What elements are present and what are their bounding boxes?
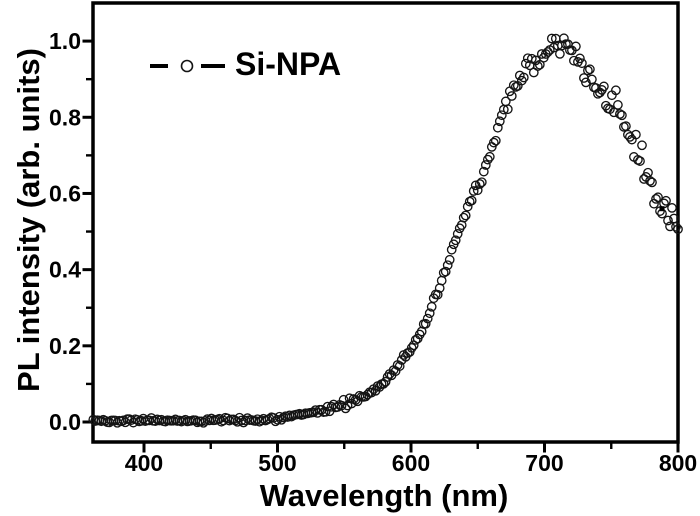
x-axis-title: Wavelength (nm) <box>260 478 509 513</box>
data-point-marker <box>476 177 487 188</box>
data-point-marker <box>436 275 447 286</box>
data-point-marker <box>599 81 609 92</box>
x-axis-ticks <box>142 442 680 453</box>
data-point-marker <box>474 179 485 189</box>
data-point-marker <box>484 151 495 162</box>
si-npa-series <box>88 33 683 428</box>
data-point-marker <box>583 65 593 76</box>
y-tick-label: 0.2 <box>49 333 81 359</box>
data-point-marker <box>532 61 543 71</box>
y-axis-title: PL intensity (arb. units) <box>11 48 46 392</box>
data-point-marker <box>490 135 501 146</box>
data-point-marker <box>406 343 417 353</box>
y-tick-label: 0.0 <box>49 409 81 435</box>
data-point-marker <box>458 212 469 223</box>
data-point-marker <box>663 215 673 226</box>
data-point-marker <box>671 221 681 232</box>
data-point-marker <box>631 129 641 140</box>
data-point-marker <box>635 156 645 166</box>
data-point-marker <box>494 116 505 127</box>
data-point-marker <box>432 289 443 300</box>
x-tick-label: 500 <box>258 450 296 476</box>
data-point-marker <box>546 33 557 44</box>
data-point-marker <box>502 104 513 115</box>
data-point-marker <box>478 166 489 177</box>
data-point-marker <box>440 266 451 277</box>
data-point-marker <box>422 313 433 324</box>
outlier-filled-marker <box>659 206 665 212</box>
data-point-marker <box>585 64 595 75</box>
data-point-marker <box>557 40 567 51</box>
y-axis-ticks <box>82 39 93 424</box>
data-point-marker <box>575 53 585 64</box>
data-point-marker <box>651 194 661 204</box>
data-point-marker <box>667 203 677 213</box>
data-point-marker <box>633 155 643 165</box>
data-point-marker <box>442 260 453 271</box>
data-point-marker <box>496 110 507 121</box>
data-point-marker <box>637 140 647 151</box>
data-point-marker <box>617 110 627 121</box>
data-point-marker <box>508 80 519 91</box>
data-point-marker <box>534 59 545 70</box>
data-point-marker <box>613 100 623 110</box>
data-point-marker <box>661 195 671 206</box>
data-point-marker <box>472 185 483 196</box>
data-point-marker <box>488 137 499 148</box>
data-point-marker <box>446 244 457 255</box>
x-tick-labels: 400 500 600 700 800 <box>125 450 697 476</box>
data-point-marker <box>647 177 657 188</box>
data-point-marker <box>482 154 493 165</box>
y-tick-label: 0.4 <box>49 257 81 283</box>
x-tick-label: 800 <box>659 450 697 476</box>
y-tick-label: 1.0 <box>49 28 81 54</box>
y-tick-label: 0.6 <box>49 180 81 206</box>
data-point-marker <box>466 195 477 206</box>
y-tick-label: 0.8 <box>49 104 81 130</box>
data-point-marker <box>420 318 431 329</box>
x-tick-label: 600 <box>392 450 430 476</box>
data-point-marker <box>555 49 565 59</box>
data-point-marker <box>571 41 581 52</box>
data-point-marker <box>673 224 683 235</box>
data-point-marker <box>581 77 591 88</box>
data-point-marker <box>424 308 435 319</box>
data-point-marker <box>492 122 503 133</box>
data-point-marker <box>625 132 635 142</box>
data-point-marker <box>653 192 663 203</box>
data-point-marker <box>615 109 625 119</box>
legend-open-circle-icon <box>180 59 194 73</box>
data-point-marker <box>450 235 461 246</box>
data-point-marker <box>645 176 655 186</box>
data-point-marker <box>464 196 475 207</box>
data-point-marker <box>518 72 529 83</box>
data-point-marker <box>462 201 473 212</box>
data-point-marker <box>468 186 479 196</box>
data-point-marker <box>611 85 621 96</box>
data-point-marker <box>340 403 351 414</box>
data-point-marker <box>480 160 491 170</box>
legend-line-sample <box>150 59 225 73</box>
data-point-marker <box>438 267 449 278</box>
x-tick-label: 700 <box>525 450 563 476</box>
data-point-marker <box>460 210 471 221</box>
data-point-marker <box>394 361 405 371</box>
data-point-marker <box>380 376 391 387</box>
data-point-marker <box>444 254 455 265</box>
data-point-marker <box>577 58 587 69</box>
data-point-marker <box>506 91 517 101</box>
data-point-marker <box>320 406 331 417</box>
x-tick-label: 400 <box>125 450 163 476</box>
y-tick-labels: 0.0 0.2 0.4 0.6 0.8 1.0 <box>49 28 81 435</box>
data-point-marker <box>452 229 463 239</box>
legend-label: Si-NPA <box>235 46 341 82</box>
